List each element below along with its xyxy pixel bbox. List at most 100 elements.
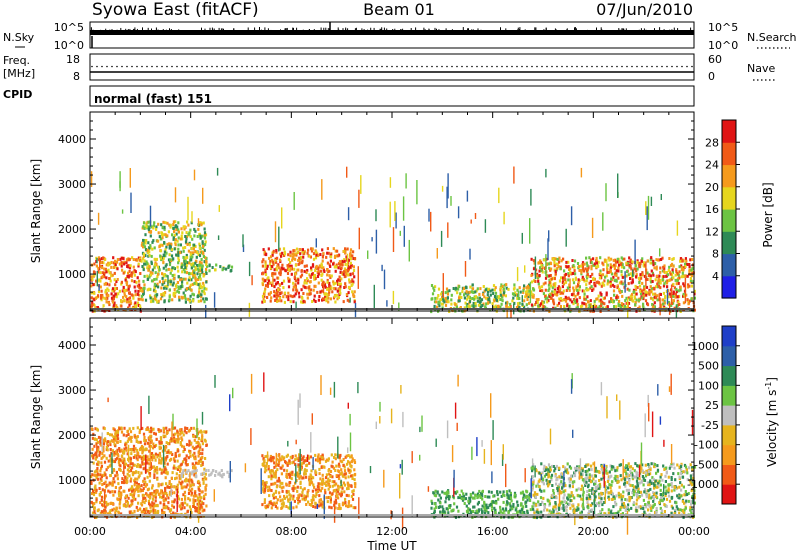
power-cell: [626, 270, 628, 273]
power-cell: [183, 250, 185, 253]
velocity-cell: [262, 463, 264, 466]
power-cell: [264, 279, 266, 282]
power-cell: [130, 300, 132, 303]
velocity-cell: [102, 488, 104, 491]
power-cell: [668, 257, 670, 260]
power-cell: [650, 274, 652, 277]
power-cell: [567, 278, 569, 281]
power-cell: [673, 299, 675, 302]
power-streak: [428, 209, 429, 222]
velocity-cell: [188, 489, 190, 492]
velocity-cell: [158, 493, 160, 496]
velocity-cell: [354, 485, 356, 488]
power-cell: [193, 228, 195, 231]
power-cell: [549, 281, 551, 284]
power-cell: [577, 284, 579, 287]
power-cell: [636, 299, 638, 302]
power-streak: [522, 233, 523, 244]
velocity-cell: [193, 495, 195, 498]
power-cell: [146, 262, 148, 265]
power-cell: [645, 299, 647, 302]
power-cell: [194, 262, 196, 265]
nave-dot: [426, 66, 428, 68]
power-cell: [228, 265, 230, 268]
velocity-cell: [128, 470, 130, 473]
velocity-cell: [270, 477, 272, 480]
velocity-cell: [107, 432, 109, 435]
velocity-cell: [264, 455, 266, 458]
power-streak: [323, 281, 324, 294]
velocity-cell: [118, 492, 120, 495]
power-cell: [563, 290, 565, 293]
power-cell: [642, 273, 644, 276]
power-cell: [276, 277, 278, 280]
power-cell: [523, 299, 525, 302]
power-cell: [494, 295, 496, 298]
nave-dot: [436, 66, 438, 68]
power-cell: [107, 269, 109, 272]
power-cell: [154, 263, 156, 266]
velocity-cell: [195, 509, 197, 512]
velocity-cell: [97, 473, 99, 476]
velocity-cell: [271, 475, 273, 478]
velocity-cell: [203, 482, 205, 485]
velocity-cell: [156, 478, 158, 481]
power-cell: [531, 280, 533, 283]
power-cell: [343, 300, 345, 303]
power-cell: [142, 298, 144, 301]
power-cell: [517, 302, 519, 305]
velocity-cell: [195, 462, 197, 465]
velocity-cell: [151, 440, 153, 443]
nave-dot: [146, 66, 148, 68]
velocity-cell: [200, 464, 202, 467]
power-cell: [189, 243, 191, 246]
power-colorbar-segment: [722, 276, 736, 299]
power-cell: [597, 281, 599, 284]
power-cell: [186, 221, 188, 224]
velocity-cell: [345, 476, 347, 479]
nave-dot: [676, 66, 678, 68]
power-cell: [352, 272, 354, 275]
power-cell: [171, 233, 173, 236]
velocity-cell: [279, 495, 281, 498]
velocity-cell: [177, 484, 179, 487]
power-cell: [539, 266, 541, 269]
power-cell: [107, 294, 109, 297]
velocity-cell: [106, 457, 108, 460]
velocity-cell: [136, 506, 138, 509]
power-cell: [154, 297, 156, 300]
velocity-cell: [137, 471, 139, 474]
power-cell: [137, 290, 139, 293]
velocity-cell: [350, 504, 352, 507]
velocity-cell: [145, 499, 147, 502]
power-cell: [592, 277, 594, 280]
power-cell: [652, 260, 654, 263]
velocity-cell: [300, 486, 302, 489]
power-cell: [281, 252, 283, 255]
power-cell: [578, 278, 580, 281]
power-cell: [326, 273, 328, 276]
velocity-cell: [336, 474, 338, 477]
power-cell: [566, 266, 568, 269]
power-cell: [178, 299, 180, 302]
velocity-cell: [91, 473, 93, 476]
power-cell: [262, 272, 264, 275]
power-cell: [578, 288, 580, 291]
power-streak: [458, 206, 459, 218]
power-cell: [315, 254, 317, 257]
power-cell: [272, 262, 274, 265]
power-cell: [650, 262, 652, 265]
power-cell: [308, 293, 310, 296]
power-cell: [147, 288, 149, 291]
power-cell: [473, 305, 475, 308]
power-colorbar-tick-label: 28: [705, 136, 719, 149]
power-cell: [649, 290, 651, 293]
nave-dot: [156, 66, 158, 68]
power-streak: [503, 212, 504, 225]
power-streak: [617, 174, 618, 199]
power-cell: [204, 243, 206, 246]
velocity-cell: [137, 485, 139, 488]
power-cell: [683, 301, 685, 304]
power-colorbar-tick-label: 8: [712, 248, 719, 261]
velocity-cell: [197, 441, 199, 444]
